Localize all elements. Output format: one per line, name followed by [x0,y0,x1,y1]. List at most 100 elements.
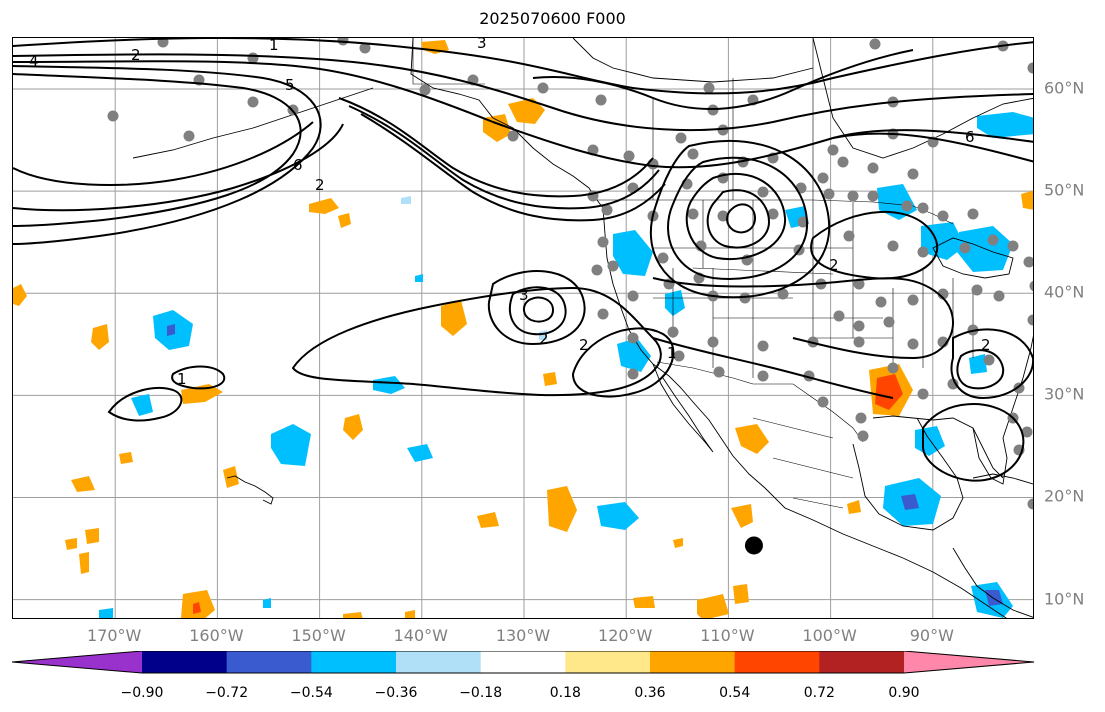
station-dot [717,124,729,136]
station-dot [833,310,845,322]
contour-line [726,203,757,234]
colorbar-tick-label: 0.90 [888,685,920,701]
longitude-label: 120°W [598,626,653,645]
contour-label: 2 [829,256,839,274]
latitude-label: 20°N [1044,486,1085,506]
colorbar-tick-label: −0.18 [459,685,503,701]
station-dot [739,292,751,304]
station-dot [993,290,1005,302]
positive-anomaly [338,213,351,228]
station-dot [1027,314,1033,326]
colorbar-segment [396,651,482,673]
station-dot [537,82,549,94]
contour-line [523,296,555,323]
station-dot [627,368,639,380]
station-dot [883,316,895,328]
contour-label: 2 [131,46,141,64]
hawaii [226,475,274,505]
longitude-label: 100°W [802,626,857,645]
colorbar-segment [565,651,651,673]
colorbar-tick-label: −0.36 [374,685,418,701]
colorbar-tick-label: 0.36 [634,685,666,701]
colorbar-segment [734,651,820,673]
contour-line [508,286,567,336]
station-dot [907,294,919,306]
colorbar-segment [142,651,228,673]
alaska-coast [410,38,604,209]
positive-anomaly [477,512,499,528]
positive-anomaly [697,594,729,618]
north-america-west-coast [602,207,1007,618]
station-dot [419,84,431,96]
negative-anomaly [877,184,917,220]
colorbar-tick-label: −0.54 [289,685,333,701]
positive-anomaly [633,596,655,608]
positive-anomaly [547,486,577,532]
negative-anomaly [131,394,153,416]
contour-line [13,60,1033,169]
negative-anomaly [401,196,411,204]
station-dot [687,208,699,220]
longitude-label: 90°W [909,626,954,645]
station-dot [959,242,971,254]
contour-lines [13,38,1033,482]
positive-anomaly [441,300,467,336]
station-dot [623,150,635,162]
station-dot [657,252,669,264]
contour-line [291,286,662,397]
station-dot [1027,62,1033,74]
positive-anomaly [847,500,861,514]
longitude-label: 110°W [700,626,755,645]
contour-line [348,105,660,210]
station-dot [907,168,919,180]
negative-anomaly [617,338,651,372]
station-dot [597,308,609,320]
station-markers [107,38,1033,510]
station-dot [673,350,685,362]
coastlines [132,38,1033,618]
station-dot [777,288,789,300]
colorbar-tick-label: −0.90 [120,685,164,701]
station-dot [757,370,769,382]
colorbar [12,651,1035,674]
positive-anomaly [875,374,903,410]
longitude-label: 170°W [87,626,142,645]
station-dot [853,278,865,290]
negative-anomaly [271,424,311,466]
station-dot [507,130,519,142]
latitude-label: 30°N [1044,384,1085,404]
negative-anomaly [167,324,175,336]
station-dot [627,290,639,302]
longitude-label: 160°W [189,626,244,645]
central-america [952,547,1033,618]
latitude-label: 60°N [1044,78,1085,98]
station-dot [1023,256,1033,268]
positive-anomaly [1021,190,1033,210]
station-dot [971,284,983,296]
contour-line [360,113,666,222]
contour-line [171,365,226,390]
station-dot [767,208,779,220]
station-dot [601,204,613,216]
positive-anomaly [733,584,749,604]
positive-anomaly [65,538,77,550]
contour-line [922,403,1025,482]
positive-anomaly [181,384,223,404]
map-panel: 4 2 3 1 5 6 2 6 3 2 1 2 1 2 2 [12,37,1034,619]
contour-label: 2 [539,330,549,348]
station-dot [183,130,195,142]
negative-anomaly [263,598,271,608]
station-dot [717,210,729,222]
positive-anomaly [13,284,27,306]
contour-label: 2 [579,336,589,354]
colorbar-segment [480,651,566,673]
contour-line [956,349,1005,390]
station-dot [157,38,169,48]
contour-line [950,328,1033,400]
positive-anomaly [119,452,133,464]
contour-line [706,189,771,249]
colorbar-outline [12,651,1035,674]
hudson-bay-coast [812,38,1033,159]
station-dot [703,82,715,94]
colorbar-segment [226,651,312,673]
